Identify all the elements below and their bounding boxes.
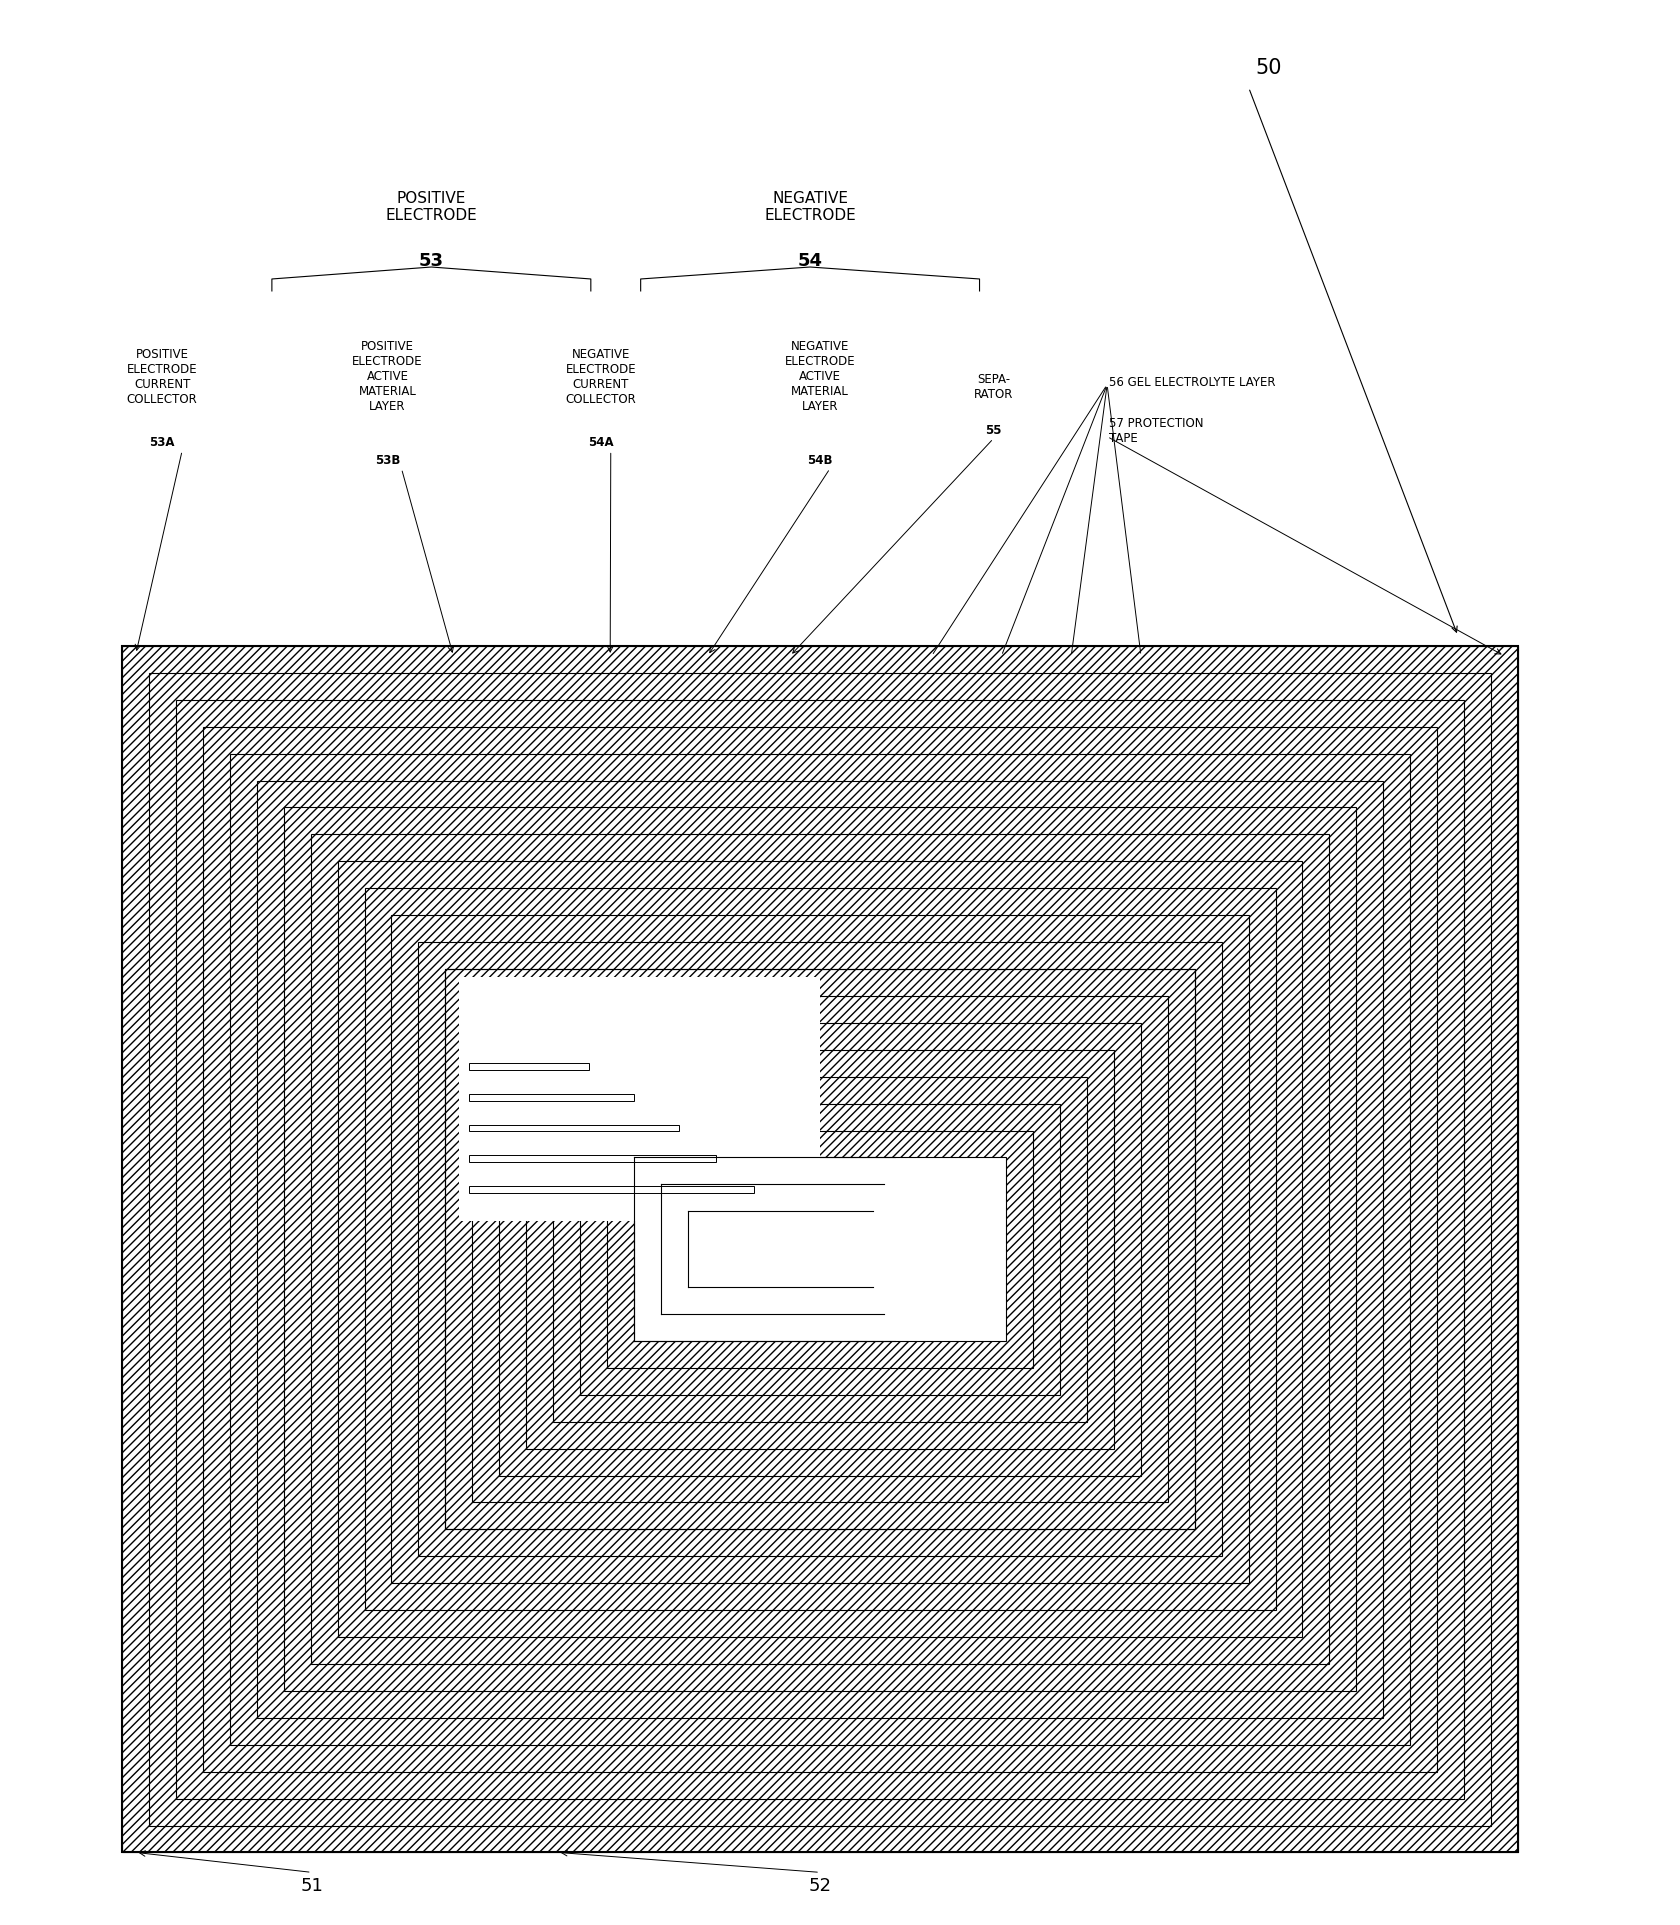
- Bar: [499, 1022, 1141, 1476]
- Bar: [257, 780, 1383, 1717]
- Bar: [445, 968, 1194, 1528]
- Bar: [472, 995, 1168, 1502]
- Bar: [391, 914, 1248, 1582]
- Text: 50: 50: [1255, 58, 1282, 77]
- Bar: [606, 1130, 1033, 1369]
- Text: NEGATIVE
ELECTRODE
CURRENT
COLLECTOR: NEGATIVE ELECTRODE CURRENT COLLECTOR: [566, 348, 637, 406]
- Bar: [338, 860, 1302, 1636]
- Bar: [445, 968, 1194, 1528]
- Text: SEPA-
RATOR: SEPA- RATOR: [974, 373, 1013, 400]
- Text: 54B: 54B: [808, 454, 833, 468]
- Bar: [391, 914, 1248, 1582]
- Bar: [606, 1130, 1033, 1369]
- Bar: [284, 807, 1356, 1690]
- Bar: [526, 1049, 1114, 1450]
- Text: POSITIVE
ELECTRODE: POSITIVE ELECTRODE: [385, 191, 477, 223]
- Text: POSITIVE
ELECTRODE
CURRENT
COLLECTOR: POSITIVE ELECTRODE CURRENT COLLECTOR: [128, 348, 198, 406]
- Text: 54: 54: [798, 252, 823, 270]
- Bar: [580, 1103, 1060, 1396]
- Bar: [445, 968, 1194, 1528]
- Bar: [203, 726, 1436, 1771]
- Bar: [311, 834, 1329, 1663]
- Bar: [150, 674, 1490, 1825]
- Text: 53A: 53A: [150, 435, 175, 449]
- Bar: [176, 701, 1463, 1798]
- Bar: [176, 701, 1463, 1798]
- Text: NEGATIVE
ELECTRODE
ACTIVE
MATERIAL
LAYER: NEGATIVE ELECTRODE ACTIVE MATERIAL LAYER: [785, 341, 855, 414]
- Text: 53: 53: [418, 252, 444, 270]
- Bar: [338, 860, 1302, 1636]
- Text: 56 GEL ELECTROLYTE LAYER: 56 GEL ELECTROLYTE LAYER: [1109, 375, 1275, 389]
- Text: 54A: 54A: [588, 435, 613, 449]
- Bar: [230, 753, 1410, 1744]
- Text: POSITIVE
ELECTRODE
ACTIVE
MATERIAL
LAYER: POSITIVE ELECTRODE ACTIVE MATERIAL LAYER: [353, 341, 423, 414]
- Text: 53B: 53B: [375, 454, 400, 468]
- Text: NEGATIVE
ELECTRODE: NEGATIVE ELECTRODE: [764, 191, 857, 223]
- Bar: [365, 887, 1275, 1609]
- Bar: [203, 726, 1436, 1771]
- Bar: [123, 647, 1517, 1852]
- Bar: [553, 1076, 1087, 1423]
- Bar: [418, 941, 1221, 1555]
- Bar: [526, 1049, 1114, 1450]
- Bar: [499, 1022, 1141, 1476]
- Bar: [472, 995, 1168, 1502]
- Bar: [365, 887, 1275, 1609]
- Bar: [311, 834, 1329, 1663]
- Bar: [580, 1103, 1060, 1396]
- Bar: [257, 780, 1383, 1717]
- Bar: [459, 978, 820, 1220]
- Bar: [469, 1124, 679, 1132]
- Bar: [469, 1186, 754, 1194]
- Text: 51: 51: [301, 1877, 323, 1896]
- Bar: [445, 968, 1194, 1528]
- Bar: [469, 1155, 716, 1163]
- Text: 52: 52: [808, 1877, 832, 1896]
- Bar: [123, 647, 1517, 1852]
- Bar: [469, 1063, 588, 1070]
- Text: 55: 55: [984, 424, 1001, 437]
- Bar: [633, 1157, 1006, 1342]
- Bar: [553, 1076, 1087, 1423]
- Bar: [230, 753, 1410, 1744]
- Bar: [123, 647, 1517, 1852]
- Text: 57 PROTECTION
TAPE: 57 PROTECTION TAPE: [1109, 416, 1203, 445]
- Bar: [418, 941, 1221, 1555]
- Bar: [150, 674, 1490, 1825]
- Bar: [284, 807, 1356, 1690]
- Bar: [469, 1093, 633, 1101]
